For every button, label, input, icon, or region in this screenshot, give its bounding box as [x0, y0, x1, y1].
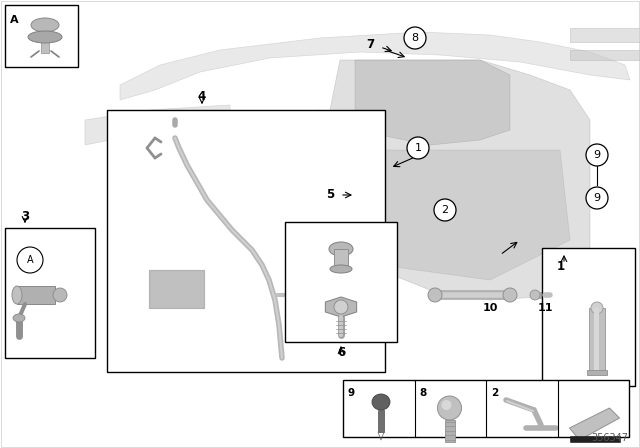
Ellipse shape	[329, 242, 353, 256]
Text: 7: 7	[366, 39, 374, 52]
Circle shape	[586, 187, 608, 209]
Polygon shape	[110, 110, 320, 162]
Circle shape	[17, 247, 43, 273]
Text: 9: 9	[348, 388, 355, 398]
Circle shape	[586, 144, 608, 166]
Text: 2: 2	[442, 205, 449, 215]
Bar	[5, 228, 95, 358]
Bar	[5, 5, 78, 67]
Ellipse shape	[28, 31, 62, 43]
Circle shape	[428, 288, 442, 302]
Circle shape	[53, 288, 67, 302]
Text: A: A	[27, 255, 33, 265]
Bar	[149, 270, 204, 308]
Circle shape	[438, 396, 461, 420]
Bar	[594, 308, 599, 373]
Bar	[570, 436, 620, 442]
Text: 5: 5	[326, 189, 334, 202]
Polygon shape	[335, 150, 570, 280]
Text: 1: 1	[415, 143, 422, 153]
Circle shape	[334, 300, 348, 314]
Polygon shape	[330, 60, 590, 300]
Ellipse shape	[330, 265, 352, 273]
Bar	[445, 420, 454, 442]
Circle shape	[434, 199, 456, 221]
Circle shape	[591, 302, 603, 314]
Text: 9: 9	[593, 150, 600, 160]
Circle shape	[530, 290, 540, 300]
Circle shape	[296, 329, 308, 341]
Bar	[589, 308, 605, 373]
Ellipse shape	[13, 314, 25, 322]
Text: 1: 1	[557, 259, 565, 272]
Bar	[41, 31, 49, 53]
Bar	[570, 28, 640, 42]
Circle shape	[407, 137, 429, 159]
Polygon shape	[85, 105, 230, 145]
Bar	[107, 110, 385, 372]
Circle shape	[503, 288, 517, 302]
Circle shape	[404, 27, 426, 49]
Text: 2: 2	[491, 388, 499, 398]
Text: 356347: 356347	[591, 433, 628, 443]
Bar	[285, 222, 397, 342]
Text: 11: 11	[537, 303, 553, 313]
Polygon shape	[325, 297, 356, 317]
Text: 8: 8	[419, 388, 427, 398]
Text: A: A	[10, 15, 19, 25]
Bar	[149, 270, 204, 308]
Bar	[378, 410, 384, 432]
Text: 10: 10	[483, 303, 498, 313]
Text: 4: 4	[198, 90, 206, 103]
Bar	[343, 380, 629, 437]
Circle shape	[292, 285, 312, 305]
Polygon shape	[355, 60, 510, 145]
Text: 3: 3	[21, 210, 29, 223]
Text: 8: 8	[412, 33, 419, 43]
Bar	[587, 370, 607, 375]
Text: 9: 9	[593, 193, 600, 203]
Bar	[334, 249, 348, 269]
Bar	[542, 248, 635, 386]
Ellipse shape	[372, 394, 390, 410]
Polygon shape	[120, 32, 630, 100]
Polygon shape	[570, 408, 620, 440]
Ellipse shape	[12, 286, 22, 304]
Ellipse shape	[31, 18, 59, 32]
Circle shape	[442, 400, 451, 410]
Text: 6: 6	[337, 345, 345, 358]
Bar	[570, 50, 640, 60]
Bar	[17, 286, 55, 304]
